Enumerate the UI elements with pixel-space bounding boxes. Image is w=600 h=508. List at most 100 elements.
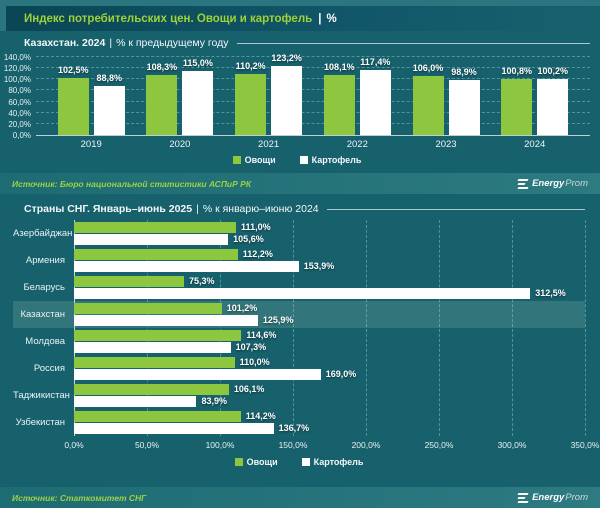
bar-value-label: 117,4%	[360, 56, 391, 67]
bar-vegetables	[74, 411, 241, 422]
y-tick-label: 20,0%	[8, 119, 31, 129]
country-label: Армения	[25, 255, 65, 266]
cis-grid	[74, 220, 586, 436]
chart-row: Армения 112,2% 153,9%	[13, 247, 585, 274]
bar-potatoes: 123,2%	[271, 53, 303, 135]
x-tick-label: 200,0%	[351, 440, 381, 450]
main-title-bar: Индекс потребительских цен. Овощи и карт…	[6, 6, 600, 31]
cis-bar-chart: Азербайджан 111,0% 105,6% Армения 112,2% 153,…	[13, 220, 586, 436]
bar-vegetables	[74, 357, 235, 368]
kz-y-axis: 0,0% 20,0% 40,0% 60,0% 80,0% 100,0% 120,0% 140,…	[3, 53, 36, 140]
legend-item-vegetables: Овощи	[234, 457, 278, 467]
bar-group: 106,0% 98,9%	[412, 58, 480, 135]
bar-value-label: 107,3%	[235, 342, 267, 352]
bar-value-label: 169,0%	[325, 369, 357, 379]
bar-track: 75,3% 312,5%	[74, 274, 585, 301]
chart-row: Азербайджан 111,0% 105,6%	[13, 220, 585, 247]
y-tick-label: 120,0%	[3, 64, 31, 74]
bar-value-label: 106,1%	[233, 384, 265, 394]
x-tick-label: 350,0%	[570, 440, 600, 450]
bar-potatoes	[74, 423, 274, 434]
cis-x-ticks: 0,0% 50,0% 100,0% 150,0% 200,0% 250,0% 300,0% 3…	[64, 438, 599, 452]
gridline	[36, 100, 590, 102]
section-subtitle: % к январю–июню 2024	[202, 203, 319, 215]
bar-vegetables	[74, 303, 222, 314]
source-strip-bottom: Источник: Статкомитет СНГ Energy Prom	[0, 487, 600, 508]
gridline	[585, 220, 586, 436]
bar-value-label: 75,3%	[188, 276, 215, 286]
energyprom-logo: Energy Prom	[517, 178, 588, 190]
bar-value-label: 83,9%	[201, 396, 228, 406]
bar-vegetables: 108,3%	[146, 62, 178, 135]
y-tick-label: 0,0%	[12, 131, 31, 140]
source-text-top: Источник: Бюро национальной статистики А…	[12, 178, 252, 189]
bar-value-label: 101,2%	[226, 303, 258, 313]
legend-label: Картофель	[311, 155, 362, 165]
bar-value-label: 115,0%	[182, 57, 213, 68]
bar-potatoes	[74, 396, 197, 407]
legend-swatch-potatoes	[301, 458, 310, 466]
country-label: Азербайджан	[13, 228, 73, 239]
section-title: Казахстан. 2024	[24, 37, 106, 49]
bar-value-label: 100,8%	[501, 65, 532, 76]
chart-row: Узбекистан 114,2% 136,7%	[13, 409, 585, 436]
gridline	[36, 78, 590, 80]
chart-row: Казахстан 101,2% 125,9%	[13, 301, 585, 328]
chart-row: Беларусь 75,3% 312,5%	[13, 274, 585, 301]
bar-vegetables	[74, 276, 184, 287]
kazakhstan-bar-chart: 0,0% 20,0% 40,0% 60,0% 80,0% 100,0% 120,0% 140,…	[3, 53, 590, 140]
chart-row: Таджикистан 106,1% 83,9%	[13, 382, 585, 409]
x-axis-label: 2022	[346, 139, 368, 150]
bar-group: 110,2% 123,2%	[235, 53, 303, 135]
gridline	[36, 56, 590, 57]
bar-group: 100,8% 100,2%	[501, 58, 569, 135]
bar-value-label: 112,2%	[242, 249, 273, 259]
legend-item-potatoes: Картофель	[301, 457, 363, 467]
section-separator: |	[196, 203, 199, 215]
x-tick-label: 300,0%	[497, 440, 527, 450]
gridline	[366, 220, 367, 436]
bar-potatoes	[74, 288, 531, 299]
cis-section: Страны СНГ. Январь–июнь 2025 | % к январ…	[0, 203, 600, 467]
bar-value-label: 136,7%	[278, 423, 310, 433]
logo-text-bold: Energy	[532, 178, 565, 189]
x-axis-label: 2021	[258, 139, 280, 150]
legend-label: Овощи	[246, 457, 278, 467]
bar-value-label: 110,2%	[235, 60, 266, 71]
energyprom-logo: Energy Prom	[517, 492, 588, 504]
bar-value-label: 105,6%	[233, 234, 264, 244]
bar-potatoes	[74, 261, 299, 272]
bar-potatoes	[74, 369, 321, 380]
bar-group: 102,5% 88,8%	[57, 58, 125, 135]
bar-track: 106,1% 83,9%	[74, 382, 585, 409]
gridline	[147, 220, 148, 436]
source-text-bottom: Источник: Статкомитет СНГ	[12, 492, 147, 503]
bar-track: 111,0% 105,6%	[74, 220, 585, 247]
country-label: Узбекистан	[15, 417, 65, 428]
bar-value-label: 123,2%	[271, 53, 302, 64]
bar-potatoes: 100,2%	[537, 66, 569, 135]
gridline	[293, 220, 294, 436]
gridline	[36, 67, 590, 69]
bar-vegetables	[74, 222, 237, 233]
legend-swatch-vegetables	[234, 458, 243, 466]
bar-track: 114,6% 107,3%	[74, 328, 585, 355]
logo-text-light: Prom	[565, 492, 588, 503]
x-tick-label: 50,0%	[134, 440, 160, 450]
bar-value-label: 125,9%	[262, 315, 294, 325]
logo-text-bold: Energy	[532, 492, 565, 503]
bar-value-label: 88,8%	[96, 72, 122, 83]
content-area: Казахстан. 2024 | % к предыдущему году 0…	[0, 31, 600, 467]
bar-value-label: 312,5%	[535, 288, 566, 298]
bar-value-label: 110,0%	[239, 357, 270, 367]
bar-potatoes	[74, 315, 258, 326]
country-label: Беларусь	[23, 282, 65, 293]
legend-item-potatoes: Картофель	[299, 155, 362, 165]
bar-vegetables: 102,5%	[57, 65, 89, 135]
x-tick-label: 100,0%	[205, 440, 235, 450]
y-tick-label: 60,0%	[8, 97, 31, 107]
source-strip-top: Источник: Бюро национальной статистики А…	[0, 173, 600, 194]
bar-potatoes	[74, 234, 229, 245]
x-axis-label: 2020	[169, 139, 191, 150]
